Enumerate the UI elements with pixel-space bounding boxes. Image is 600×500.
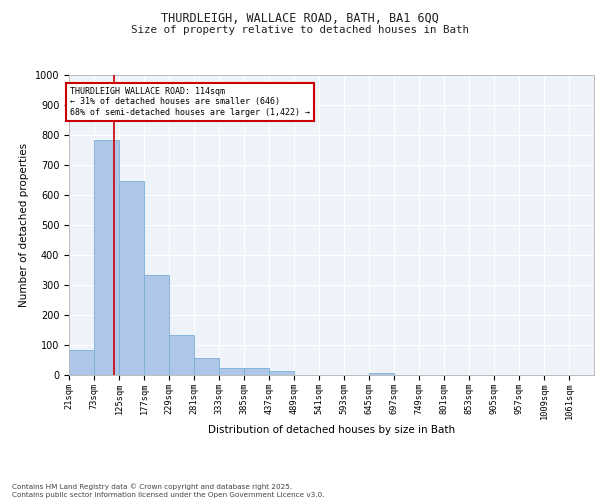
Text: Contains HM Land Registry data © Crown copyright and database right 2025.
Contai: Contains HM Land Registry data © Crown c… [12,484,325,498]
Bar [244,368,269,375]
Bar [269,370,294,375]
Bar [144,274,169,375]
Text: THURDLEIGH, WALLACE ROAD, BATH, BA1 6QQ: THURDLEIGH, WALLACE ROAD, BATH, BA1 6QQ [161,12,439,26]
X-axis label: Distribution of detached houses by size in Bath: Distribution of detached houses by size … [208,425,455,435]
Bar [69,350,94,375]
Bar [194,358,219,375]
Bar [219,368,244,375]
Bar [119,180,144,375]
Text: THURDLEIGH WALLACE ROAD: 114sqm
← 31% of detached houses are smaller (646)
68% o: THURDLEIGH WALLACE ROAD: 114sqm ← 31% of… [70,87,310,117]
Bar [94,140,119,375]
Bar [369,372,394,375]
Y-axis label: Number of detached properties: Number of detached properties [19,143,29,307]
Text: Size of property relative to detached houses in Bath: Size of property relative to detached ho… [131,25,469,35]
Bar [169,335,194,375]
